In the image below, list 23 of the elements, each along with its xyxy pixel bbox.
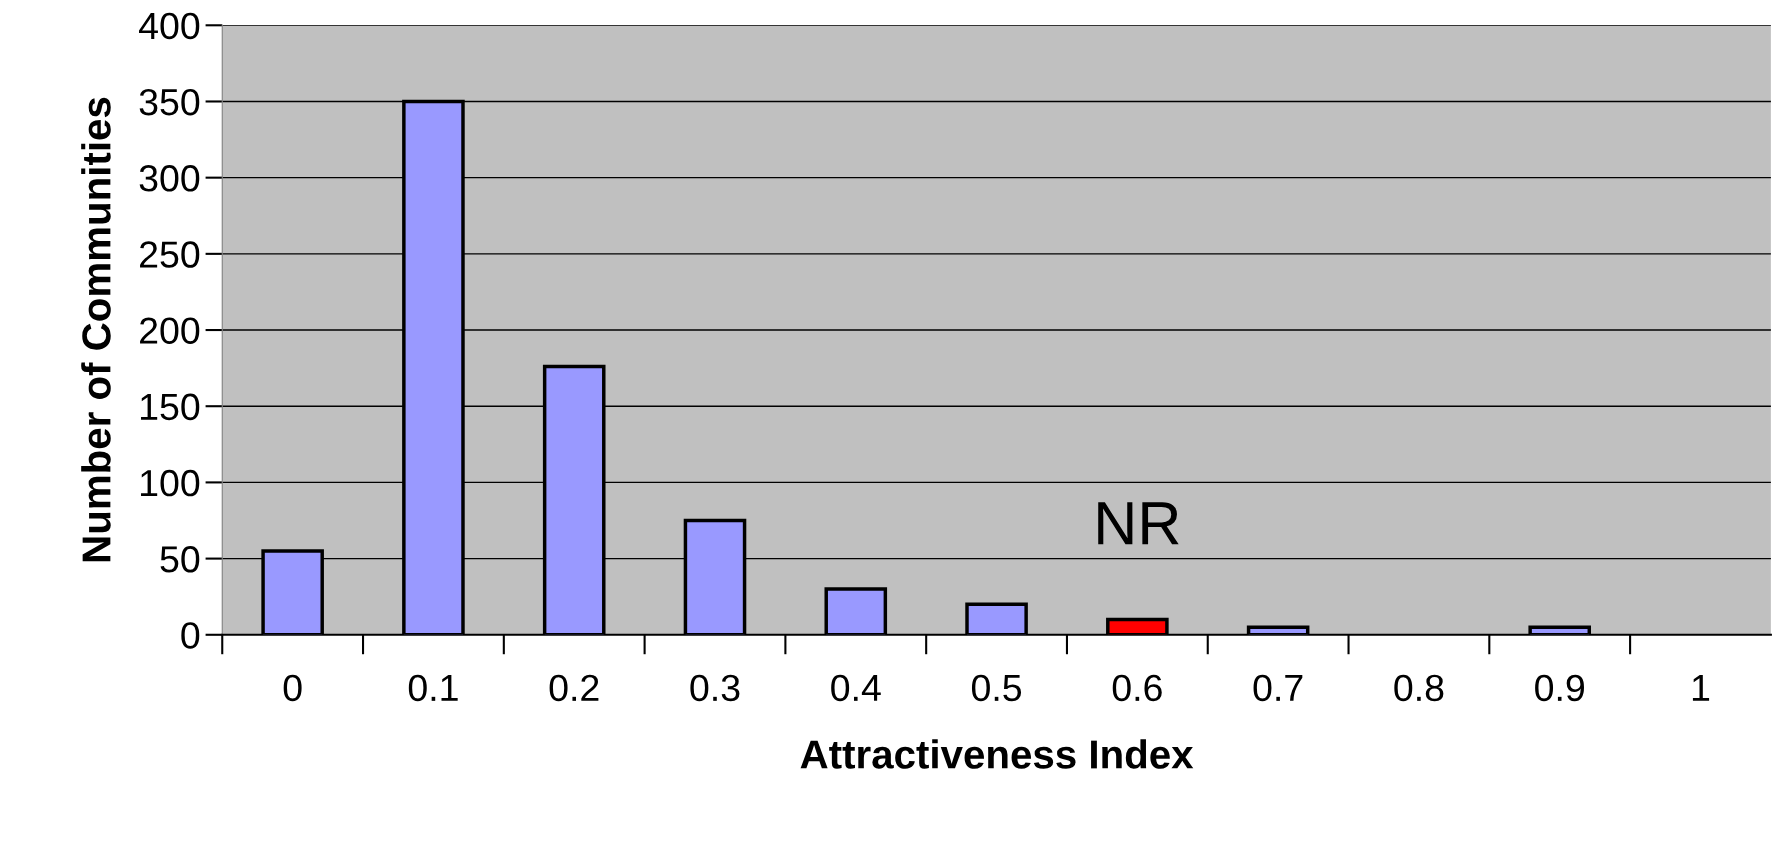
- y-tick-label: 300: [139, 165, 200, 192]
- x-tick-label: 0.7: [1253, 674, 1303, 702]
- x-axis-title: Attractiveness Index: [800, 739, 1194, 769]
- y-axis-title: Number of Communities: [81, 97, 111, 562]
- x-tick-label: 1: [1692, 675, 1710, 701]
- x-tick-label: 0.6: [1112, 674, 1162, 702]
- y-tick-label: 50: [160, 546, 200, 573]
- y-tick-label: 0: [181, 622, 200, 649]
- y-tick-label: 250: [140, 241, 200, 268]
- annotation: NR: [1098, 502, 1179, 545]
- y-tick-label: 400: [139, 12, 200, 40]
- y-tick-label: 150: [141, 393, 200, 421]
- x-tick-label: 0.8: [1394, 674, 1444, 702]
- x-tick-label: 0.1: [408, 674, 458, 702]
- x-tick-label: 0.9: [1535, 674, 1584, 702]
- y-tick-label: 350: [139, 88, 200, 116]
- y-tick-label: 100: [141, 469, 200, 497]
- x-tick-label: 0.4: [831, 674, 881, 702]
- x-tick-label: 0: [283, 674, 302, 702]
- x-tick-label: 0.5: [971, 674, 1022, 702]
- x-tick-label: 0.3: [690, 674, 740, 702]
- y-tick-label: 200: [140, 317, 200, 344]
- x-tick-label: 0.2: [549, 674, 599, 702]
